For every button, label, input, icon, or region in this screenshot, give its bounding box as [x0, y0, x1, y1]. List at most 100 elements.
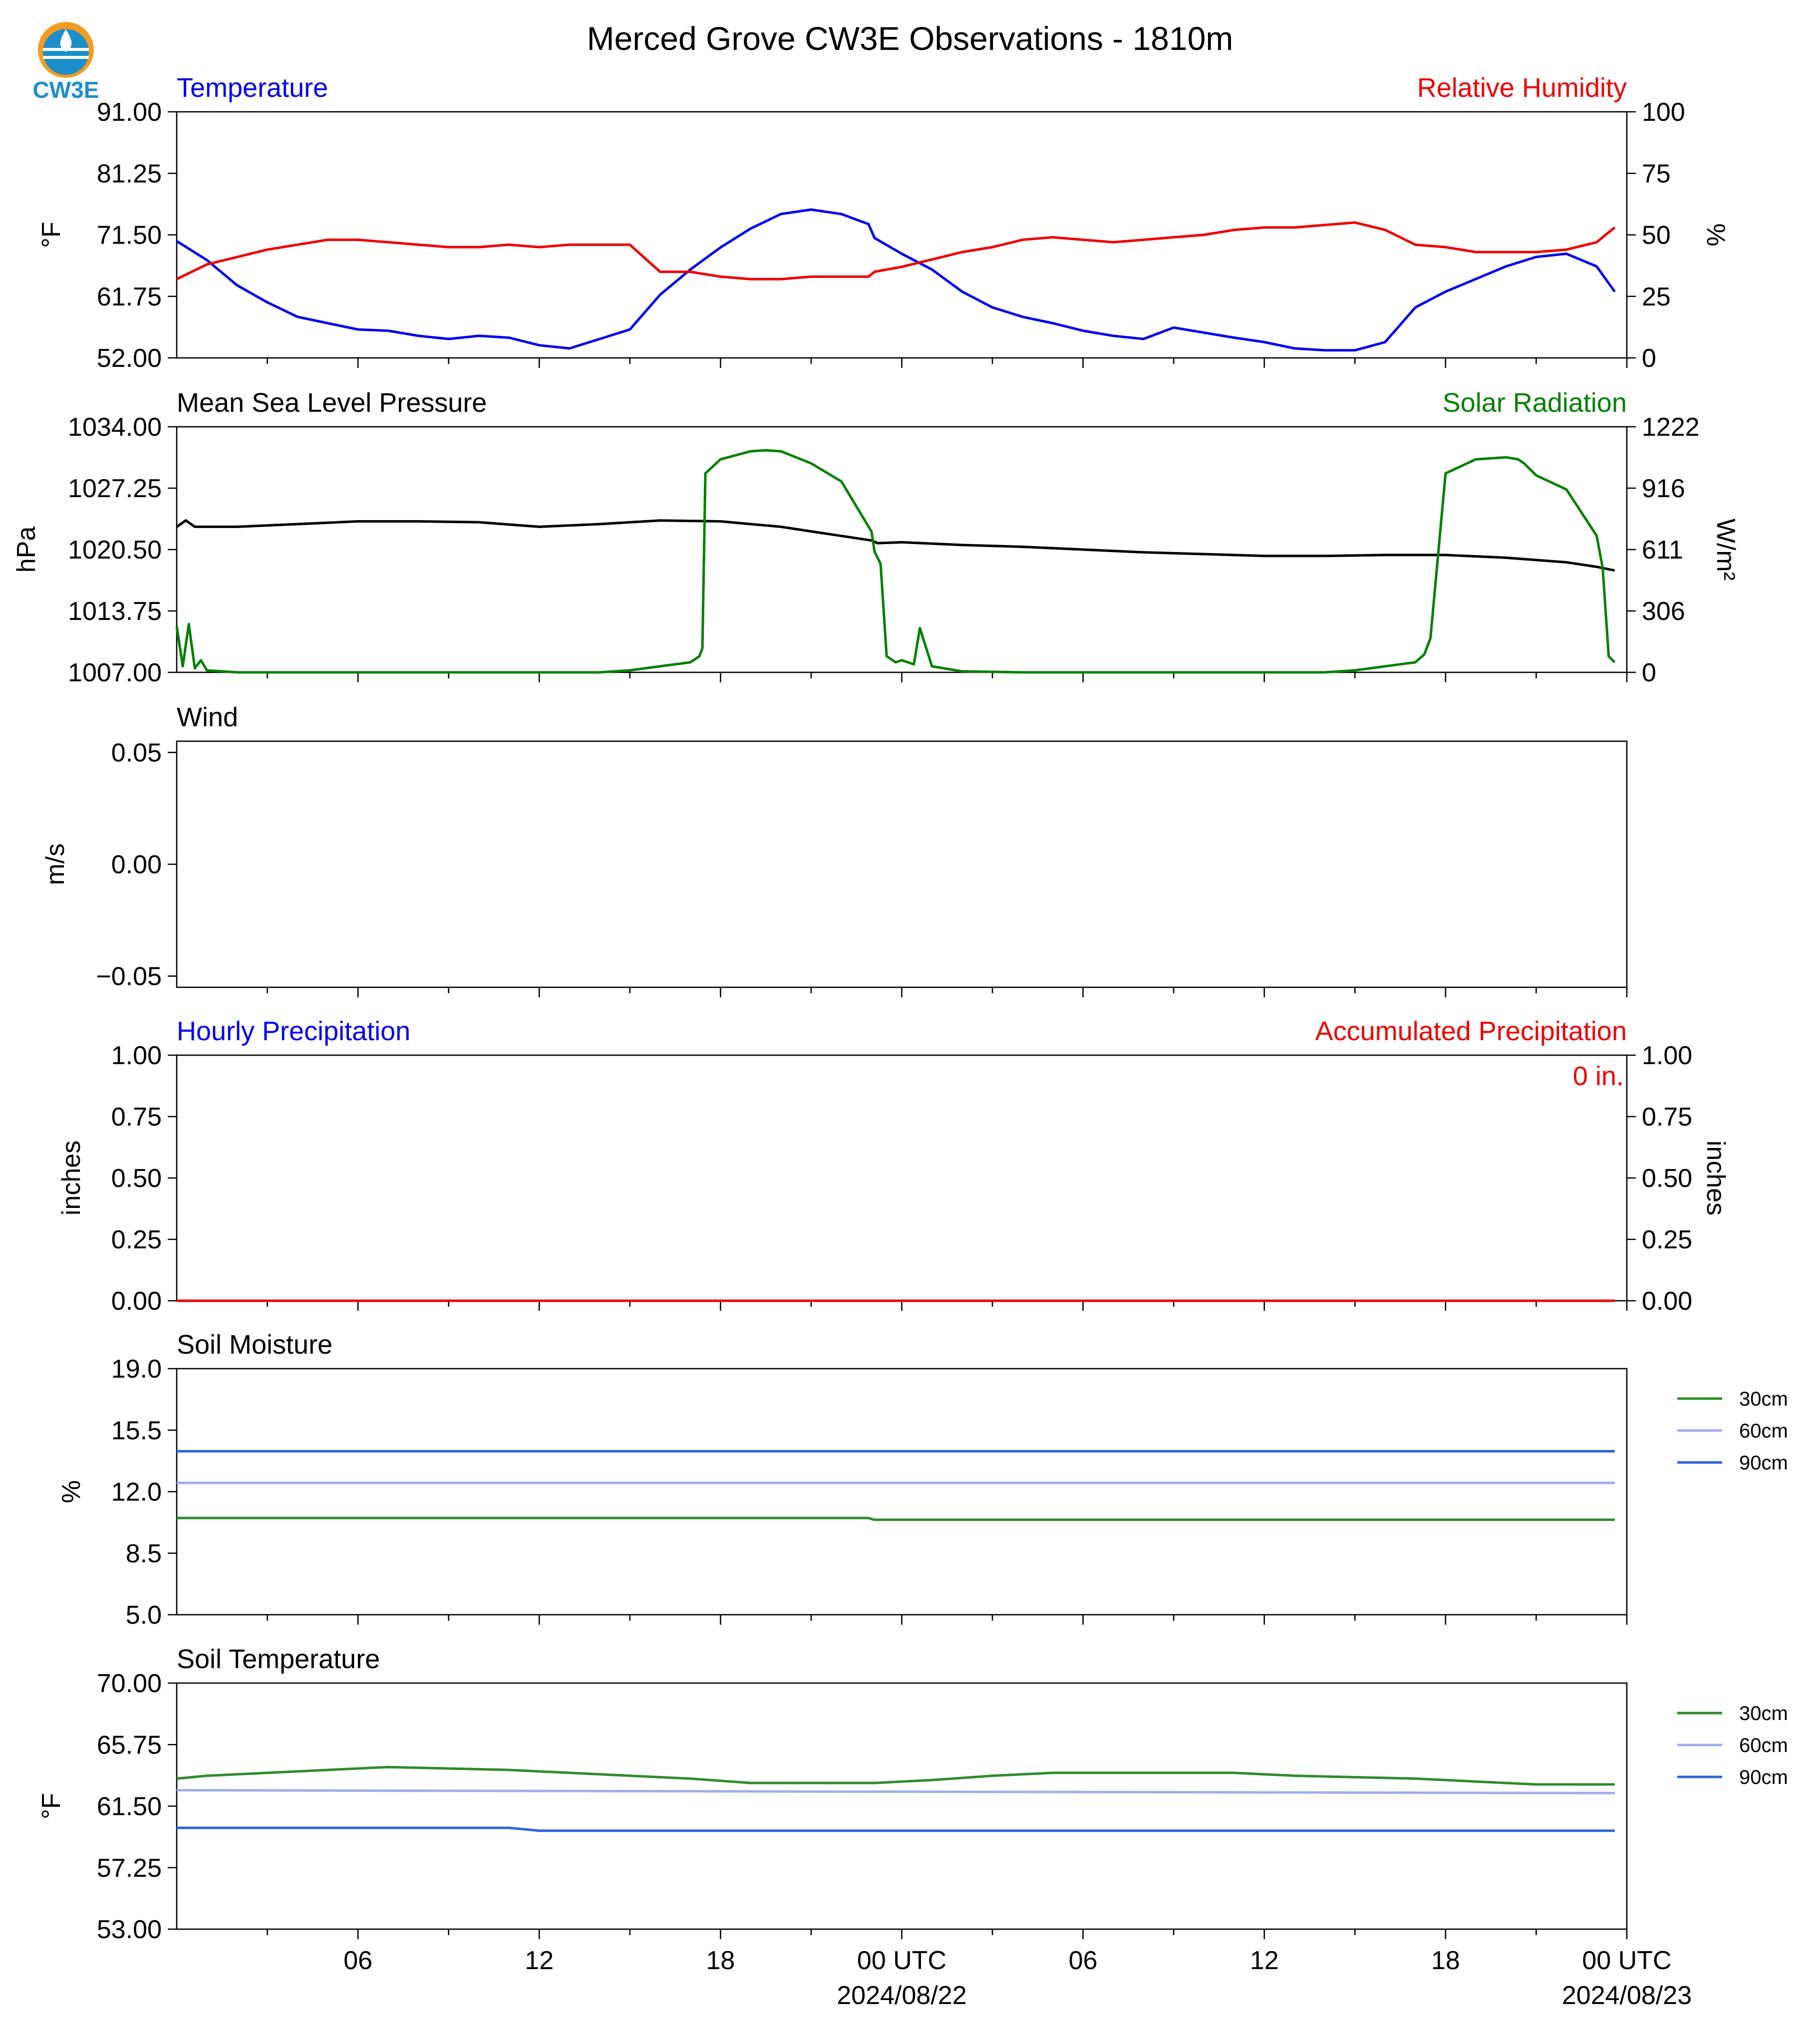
x-tick-label: 18 — [1431, 1946, 1460, 1975]
x-tick-label: 00 UTC — [857, 1946, 946, 1975]
y-left-tick-label: 1007.00 — [68, 658, 162, 687]
y-left-tick-label: 52.00 — [97, 344, 162, 373]
panel-title-left: Temperature — [177, 73, 328, 103]
panel-frame — [176, 1054, 1628, 1302]
legend-label-90cm: 90cm — [1739, 1766, 1788, 1788]
series-solar-line — [175, 449, 1616, 674]
x-tick-label: 06 — [1069, 1946, 1098, 1975]
y-left-tick-label: 1027.25 — [68, 474, 162, 503]
panel-title-left: Mean Sea Level Pressure — [177, 388, 487, 418]
panel-title-left: Soil Temperature — [177, 1644, 380, 1674]
y-right-tick-label: 100 — [1642, 98, 1685, 127]
y-right-tick-label: 916 — [1642, 474, 1685, 503]
panel-pressure-solar: 1034.00 1027.25 1020.50 1013.75 1007.00 1222 9… — [12, 388, 1740, 687]
y-left-tick-label: −0.05 — [96, 962, 162, 991]
y-left-tick-label: 0.00 — [111, 851, 162, 879]
y-right-tick-label: 306 — [1642, 597, 1685, 626]
y-left-tick-label: 71.50 — [97, 221, 162, 250]
y-left-tick-label: 1020.50 — [68, 536, 162, 565]
x-date-label: 2024/08/23 — [1562, 1981, 1692, 2010]
series-30cm-line — [177, 1516, 1615, 1521]
chart-title: Merced Grove CW3E Observations - 1810m — [587, 20, 1233, 57]
panel-frame — [176, 111, 1628, 359]
y-left-tick-label: 5.0 — [126, 1601, 162, 1630]
y-right-tick-label: 1222 — [1642, 413, 1700, 442]
y-left-tick-label: 1.00 — [111, 1041, 162, 1070]
y-left-tick-label: 81.25 — [97, 159, 162, 188]
y-left-tick-label: 61.75 — [97, 283, 162, 311]
y-right-tick-label: 611 — [1642, 536, 1683, 565]
panel-title-right: Solar Radiation — [1443, 388, 1627, 418]
series-temperature-line — [176, 208, 1616, 352]
y-left-tick-label: 0.05 — [111, 738, 162, 767]
x-tick-label: 12 — [525, 1946, 554, 1975]
y-right-tick-label: 75 — [1642, 159, 1671, 188]
y-right-tick-label: 0 — [1642, 658, 1656, 687]
y-left-tick-label: 8.5 — [126, 1539, 162, 1568]
y-left-unit-label: inches — [57, 1141, 86, 1215]
series-30cm-line — [176, 1765, 1615, 1786]
y-left-unit-label: m/s — [41, 844, 70, 885]
panels: 91.00 81.25 71.50 61.75 52.00 100 75 50 25 0 Tempe… — [12, 73, 1788, 2010]
y-left-tick-label: 0.00 — [111, 1287, 162, 1316]
y-left-tick-label: 15.5 — [111, 1416, 162, 1445]
panel-wind: 0.05 0.00 −0.05 Wind m/s — [41, 702, 1628, 997]
y-right-tick-label: 25 — [1642, 283, 1671, 311]
logo-wave-2 — [43, 56, 89, 59]
series-humidity-line — [176, 221, 1616, 281]
y-left-unit-label: % — [57, 1480, 86, 1503]
y-left-tick-label: 61.50 — [97, 1792, 162, 1821]
y-right-tick-label: 0 — [1642, 344, 1656, 373]
y-left-tick-label: 12.0 — [111, 1478, 162, 1507]
x-tick-label: 12 — [1250, 1946, 1279, 1975]
series-90cm-line — [177, 1826, 1615, 1832]
panel-title-left: Soil Moisture — [177, 1330, 332, 1360]
legend-label-90cm: 90cm — [1739, 1452, 1788, 1474]
y-left-unit-label: °F — [37, 1793, 66, 1819]
y-left-unit-label: °F — [37, 222, 66, 248]
series-60cm-line — [176, 1789, 1615, 1794]
y-left-tick-label: 70.00 — [97, 1669, 162, 1698]
accumulated-precip-value: 0 in. — [1573, 1061, 1624, 1091]
y-left-tick-label: 0.50 — [111, 1164, 162, 1193]
panel-temp-rh: 91.00 81.25 71.50 61.75 52.00 100 75 50 25 0 Tempe… — [37, 73, 1730, 373]
x-tick-label: 06 — [343, 1946, 372, 1975]
y-left-tick-label: 0.75 — [111, 1103, 162, 1132]
y-right-unit-label: inches — [1701, 1141, 1730, 1215]
y-left-tick-label: 65.75 — [97, 1731, 162, 1759]
y-right-tick-label: 50 — [1642, 221, 1671, 250]
y-left-tick-label: 1013.75 — [68, 597, 162, 626]
panel-soil-temperature: 70.00 65.75 61.50 57.25 53.00 Soil Temperatur… — [37, 1644, 1788, 1944]
y-left-unit-label: hPa — [12, 527, 41, 573]
y-left-tick-label: 0.25 — [111, 1225, 162, 1254]
y-right-tick-label: 0.00 — [1642, 1287, 1692, 1316]
y-left-tick-label: 53.00 — [97, 1915, 162, 1944]
y-left-tick-label: 57.25 — [97, 1854, 162, 1883]
panel-title-left: Wind — [177, 702, 238, 732]
cw3e-logo: CW3E — [33, 22, 99, 103]
panel-frame — [176, 1682, 1628, 1930]
panel-frame — [176, 740, 1628, 988]
panel-title-right: Accumulated Precipitation — [1315, 1016, 1627, 1046]
y-right-tick-label: 0.25 — [1642, 1225, 1692, 1254]
series-pressure-line — [176, 519, 1615, 572]
panel-frame — [176, 1368, 1628, 1616]
logo-text: CW3E — [33, 77, 99, 103]
y-left-tick-label: 19.0 — [111, 1355, 162, 1384]
logo-drop-icon — [60, 29, 72, 52]
x-tick-label: 18 — [706, 1946, 735, 1975]
x-tick-label: 00 UTC — [1582, 1946, 1671, 1975]
panel-precip: 1.00 0.75 0.50 0.25 0.00 1.00 0.75 0.50 0.25 0.00… — [57, 1016, 1730, 1316]
legend-label-30cm: 30cm — [1739, 1703, 1788, 1725]
panel-frame — [176, 426, 1628, 673]
y-right-tick-label: 0.75 — [1642, 1103, 1692, 1132]
y-right-unit-label: % — [1701, 223, 1730, 246]
y-right-tick-label: 1.00 — [1642, 1041, 1692, 1070]
legend-label-60cm: 60cm — [1739, 1735, 1788, 1756]
panel-title-left: Hourly Precipitation — [177, 1016, 410, 1046]
x-date-label: 2024/08/22 — [837, 1981, 966, 2010]
legend-label-30cm: 30cm — [1739, 1388, 1788, 1410]
y-right-unit-label: W/m² — [1711, 519, 1740, 580]
legend-label-60cm: 60cm — [1739, 1420, 1788, 1442]
